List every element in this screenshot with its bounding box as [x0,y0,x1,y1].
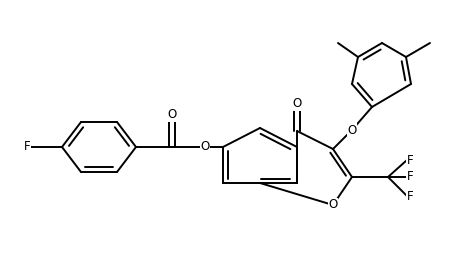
Text: O: O [348,123,357,137]
Text: F: F [407,190,414,202]
Text: O: O [201,141,210,153]
Text: F: F [407,171,414,184]
Text: O: O [292,97,301,110]
Text: O: O [167,108,177,121]
Text: F: F [24,141,30,153]
Text: F: F [407,153,414,166]
Text: O: O [328,199,337,212]
